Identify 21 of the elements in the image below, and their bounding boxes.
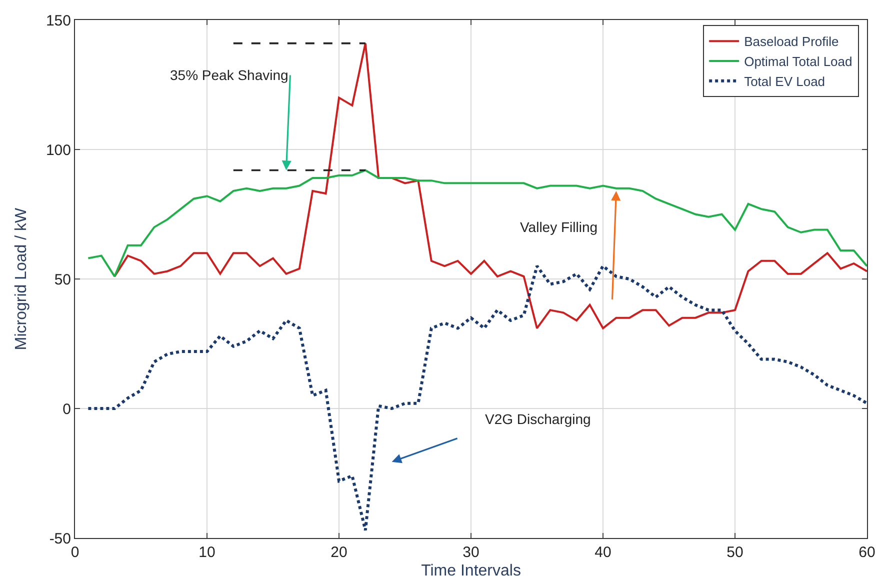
x-tick-label: 30 — [462, 544, 480, 561]
annotation: Valley Filling — [520, 219, 598, 235]
legend-label: Optimal Total Load — [744, 54, 852, 70]
annotation: 35% Peak Shaving — [170, 67, 288, 83]
x-tick-label: 20 — [330, 544, 348, 561]
x-tick-label: 50 — [726, 544, 744, 561]
x-tick-label: 60 — [858, 544, 876, 561]
annotation: V2G Discharging — [485, 411, 591, 427]
y-tick-label: 50 — [54, 271, 71, 288]
y-tick-label: -50 — [49, 530, 71, 548]
x-tick-label: 10 — [198, 544, 216, 561]
line-series — [87, 169, 867, 278]
y-tick-label: 100 — [46, 142, 71, 159]
x-axis-title: Time Intervals — [421, 562, 521, 580]
line-series — [86, 264, 867, 532]
y-tick-label: 150 — [46, 12, 71, 30]
x-tick-label: 40 — [594, 544, 612, 561]
y-axis-title: Microgrid Load / kW — [12, 206, 30, 350]
legend-label: Total EV Load — [744, 74, 826, 89]
y-tick-label: 0 — [62, 400, 71, 418]
legend-label: Baseload Profile — [744, 34, 839, 50]
